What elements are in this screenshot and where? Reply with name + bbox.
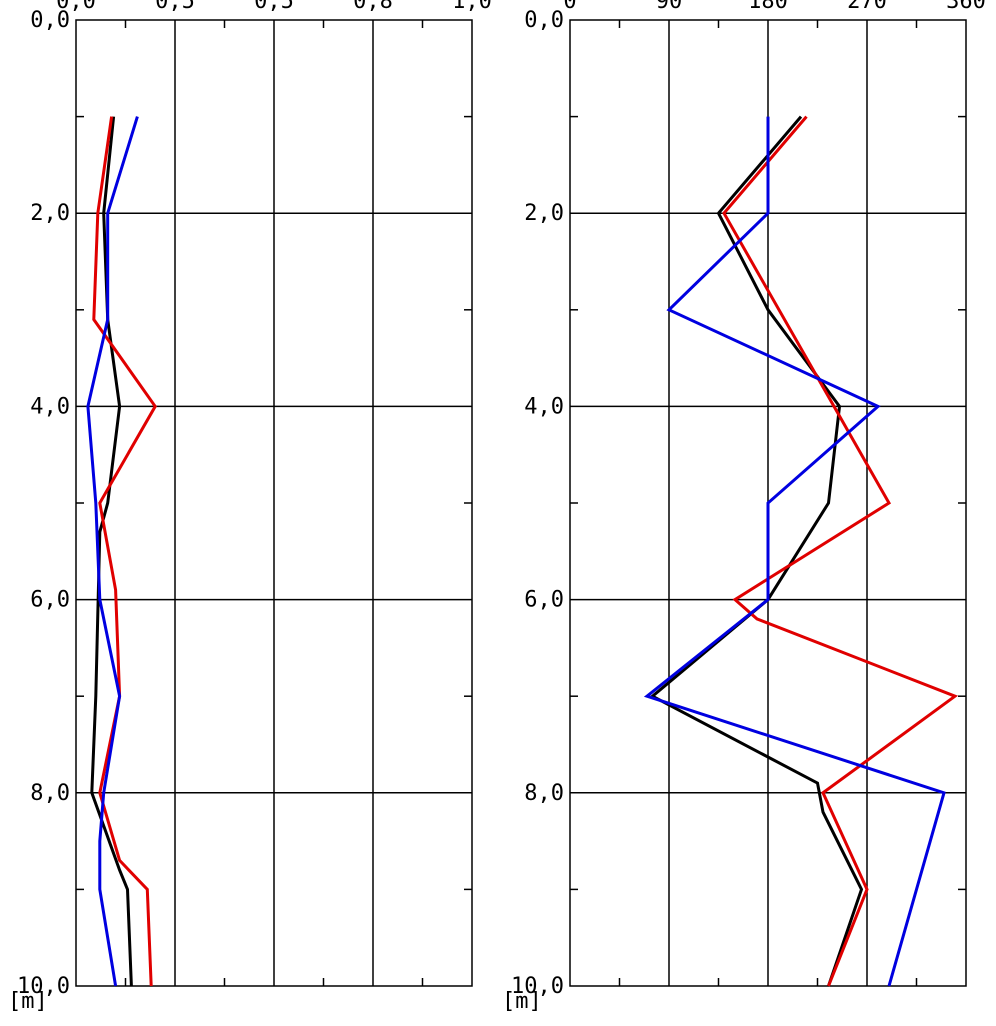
y-tick-label: 6,0 [524, 588, 564, 613]
x-tick-label: 0,0 [56, 0, 96, 14]
x-tick-label: 0 [563, 0, 576, 14]
x-tick-label: 270 [847, 0, 887, 14]
y-tick-label: 4,0 [30, 394, 70, 419]
series-line-1-2 [643, 116, 946, 987]
y-tick-label: 8,0 [524, 781, 564, 806]
x-tick-label: 1,0 [452, 0, 492, 14]
series-line-1-0 [649, 115, 864, 987]
x-tick-label: 360 [946, 0, 986, 14]
y-unit-label: [m] [502, 989, 542, 1014]
y-tick-label: 4,0 [524, 394, 564, 419]
x-tick-label: 0,5 [155, 0, 195, 14]
x-tick-label: 90 [656, 0, 683, 14]
series-line-1-1 [722, 115, 959, 987]
y-unit-label: [m] [8, 989, 48, 1014]
y-tick-label: 0,0 [524, 8, 564, 33]
x-tick-label: 0,8 [353, 0, 393, 14]
y-tick-label: 10,0 [511, 974, 564, 999]
y-tick-label: 6,0 [30, 588, 70, 613]
y-tick-label: 2,0 [524, 201, 564, 226]
y-tick-label: 8,0 [30, 781, 70, 806]
y-tick-label: 10,0 [17, 974, 70, 999]
y-tick-label: 0,0 [30, 8, 70, 33]
series-line-0-2 [86, 116, 139, 987]
x-tick-label: 180 [748, 0, 788, 14]
x-tick-label: 0,5 [254, 0, 294, 14]
y-tick-label: 2,0 [30, 201, 70, 226]
series-line-0-1 [92, 116, 157, 987]
